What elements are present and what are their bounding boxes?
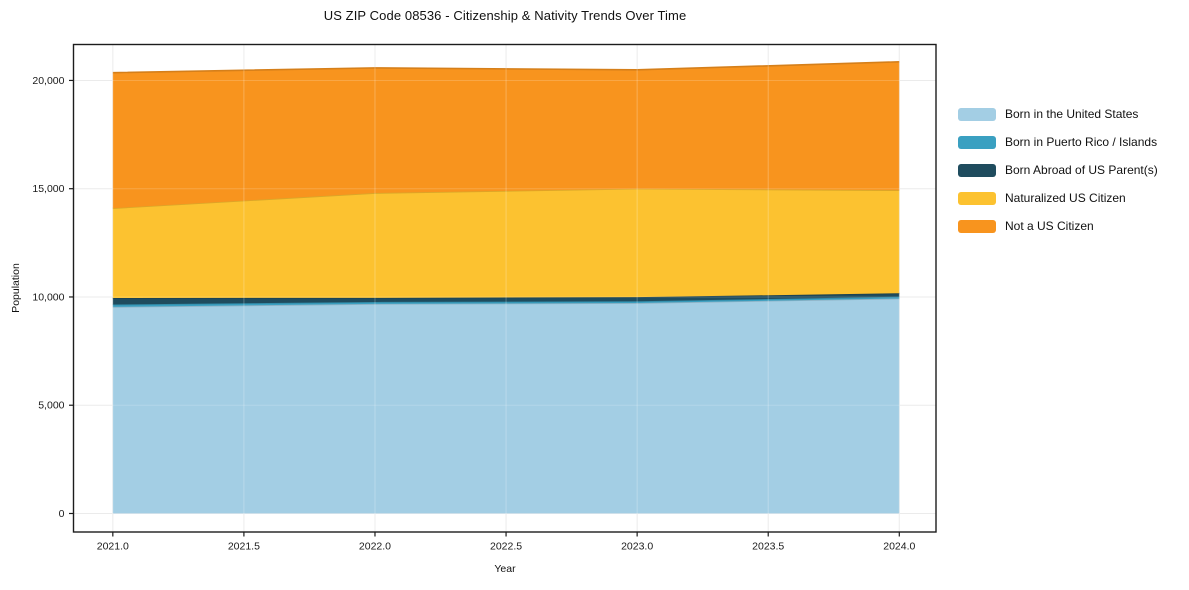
x-tick-label: 2022.0 — [359, 541, 391, 553]
legend-item-naturalized-us-citizen: Naturalized US Citizen — [958, 184, 1158, 212]
legend-item-born-in-puerto-rico-islands: Born in Puerto Rico / Islands — [958, 128, 1158, 156]
legend-swatch — [958, 163, 996, 177]
area-edge-born-abroad-of-us-parent-s — [112, 292, 900, 299]
x-tick-label: 2022.5 — [490, 541, 522, 553]
legend: Born in the United States Born in Puerto … — [958, 100, 1158, 240]
legend-swatch — [958, 135, 996, 149]
legend-label: Born in the United States — [1005, 107, 1139, 121]
x-tick-label: 2023.0 — [621, 541, 653, 553]
plot-frame — [72, 43, 937, 533]
area-not-a-us-citizen — [112, 61, 900, 209]
x-axis-label: Year — [494, 563, 516, 575]
x-tick-label: 2024.0 — [883, 541, 915, 553]
legend-label: Naturalized US Citizen — [1005, 191, 1126, 205]
y-tick-label: 15,000 — [32, 183, 64, 195]
y-tick-label: 0 — [59, 508, 65, 520]
legend-label: Born in Puerto Rico / Islands — [1005, 135, 1158, 149]
area-born-in-the-united-states — [112, 298, 900, 514]
legend-item-not-a-us-citizen: Not a US Citizen — [958, 212, 1158, 240]
y-tick-label: 10,000 — [32, 291, 64, 303]
x-tick-label: 2021.0 — [97, 541, 129, 553]
chart-title: US ZIP Code 08536 - Citizenship & Nativi… — [323, 8, 687, 23]
legend-item-born-abroad-of-us-parent-s: Born Abroad of US Parent(s) — [958, 156, 1158, 184]
area-born-abroad-of-us-parent-s — [112, 293, 900, 305]
y-tick-label: 5,000 — [38, 400, 64, 412]
legend-swatch — [958, 191, 996, 205]
area-edge-not-a-us-citizen — [112, 61, 900, 74]
legend-swatch — [958, 107, 996, 121]
legend-label: Born Abroad of US Parent(s) — [1005, 163, 1158, 177]
y-tick-label: 20,000 — [32, 75, 64, 87]
legend-item-born-in-the-united-states: Born in the United States — [958, 100, 1158, 128]
legend-swatch — [958, 219, 996, 233]
legend-label: Not a US Citizen — [1005, 219, 1094, 233]
area-naturalized-us-citizen — [112, 188, 900, 299]
x-tick-label: 2023.5 — [752, 541, 784, 553]
y-axis-label: Population — [10, 263, 22, 313]
x-tick-label: 2021.5 — [228, 541, 260, 553]
